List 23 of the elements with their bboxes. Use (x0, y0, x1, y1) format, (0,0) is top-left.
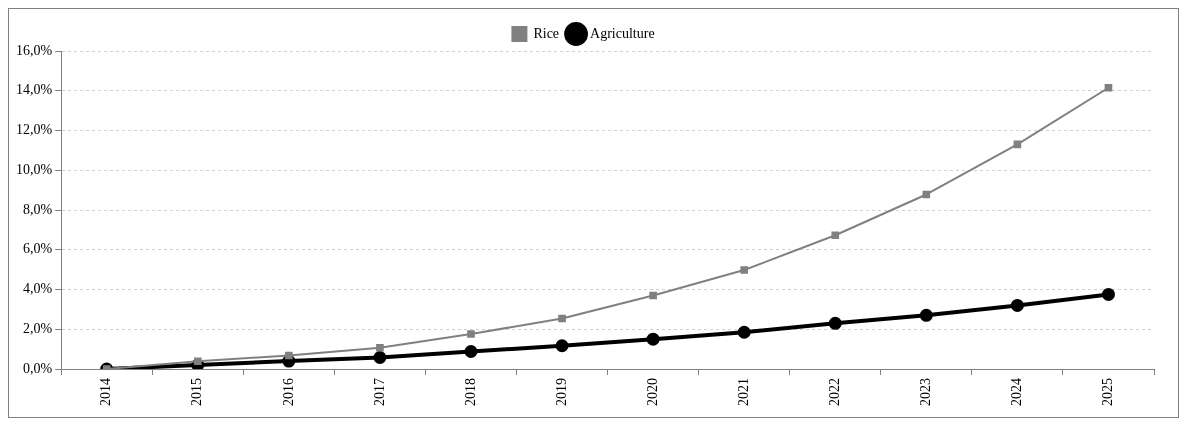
y-tick-label: 10,0% (15, 161, 53, 177)
y-tick-label: 4,0% (22, 281, 53, 297)
legend-label: Rice (533, 25, 560, 41)
y-tick-label: 6,0% (22, 241, 53, 257)
x-tick-label: 2020 (644, 378, 660, 406)
x-tick-label: 2017 (371, 378, 387, 406)
y-tick-label: 14,0% (15, 82, 53, 98)
x-tick-label: 2021 (735, 378, 751, 406)
x-tick-label: 2025 (1100, 378, 1116, 406)
y-tick-label: 12,0% (15, 122, 53, 138)
y-tick-label: 0,0% (22, 360, 53, 376)
y-tick-label: 8,0% (22, 201, 53, 217)
y-tick-label: 16,0% (15, 42, 53, 58)
legend-label: Agriculture (590, 25, 655, 41)
x-tick-label: 2015 (189, 378, 205, 406)
x-tick-label: 2024 (1009, 378, 1025, 406)
x-tick-label: 2023 (918, 378, 933, 406)
x-tick-label: 2016 (280, 378, 296, 406)
x-tick-label: 2019 (553, 378, 569, 406)
x-tick-label: 2014 (98, 378, 114, 406)
y-tick-label: 2,0% (22, 320, 53, 336)
x-tick-label: 2018 (462, 378, 478, 406)
x-tick-label: 2022 (826, 378, 842, 406)
